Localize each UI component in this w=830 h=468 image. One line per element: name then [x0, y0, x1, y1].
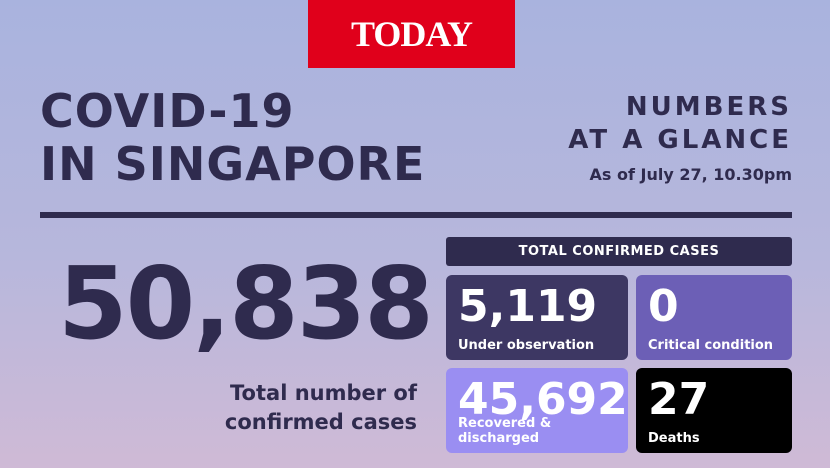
card-label: Under observation: [458, 338, 595, 353]
card-value: 0: [648, 281, 679, 332]
card: 0 Critical condition: [636, 275, 792, 360]
heading: AT A GLANCE: [568, 125, 792, 155]
card-label: Recovered & discharged: [458, 416, 552, 446]
card-value: 5,119: [458, 281, 598, 332]
card: 27 Deaths: [636, 368, 792, 453]
total-label: Total number of: [230, 381, 417, 405]
panel-header: TOTAL CONFIRMED CASES: [446, 237, 792, 266]
logo: TODAY: [308, 0, 515, 68]
title: IN SINGAPORE: [40, 137, 426, 191]
card-value: 45,692: [458, 374, 628, 425]
card: 45,692 Recovered & discharged: [446, 368, 628, 453]
date: As of July 27, 10.30pm: [589, 165, 792, 184]
total-label: confirmed cases: [224, 410, 417, 434]
card-label: Critical condition: [648, 338, 774, 353]
card-value: 27: [648, 374, 710, 425]
title: COVID-19: [40, 84, 295, 138]
total-value: 50,838: [58, 245, 434, 362]
divider: [40, 212, 792, 218]
heading: NUMBERS: [625, 92, 792, 122]
card-label: Deaths: [648, 431, 700, 446]
card: 5,119 Under observation: [446, 275, 628, 360]
